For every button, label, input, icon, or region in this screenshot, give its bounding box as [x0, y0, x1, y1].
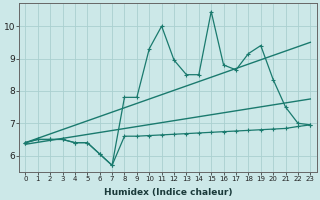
X-axis label: Humidex (Indice chaleur): Humidex (Indice chaleur): [104, 188, 232, 197]
